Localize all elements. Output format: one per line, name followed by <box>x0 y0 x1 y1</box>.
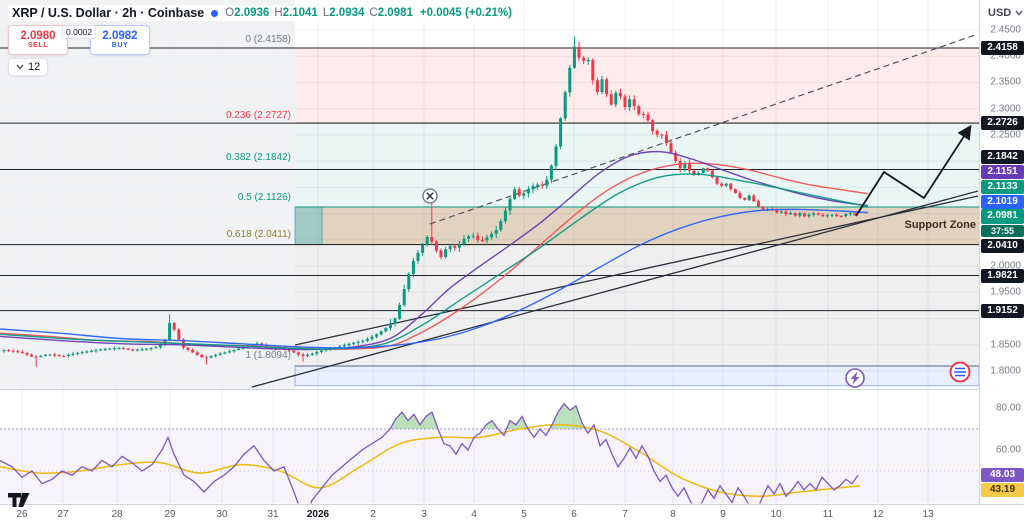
time-axis-label: 12 <box>872 509 884 520</box>
rsi-scale-tick: 80.00 <box>995 402 1021 414</box>
projection-arrow[interactable] <box>855 124 972 217</box>
price-level-label: 2.4158 <box>981 41 1024 55</box>
rsi-scale-tick: 60.00 <box>995 444 1021 456</box>
fib-level-label: 0.5 (2.1126) <box>237 192 291 203</box>
price-level-label: 2.2726 <box>981 116 1024 130</box>
fib-zones-layer <box>294 47 979 387</box>
price-scale-tick: 2.0000 <box>990 260 1021 272</box>
rsi-ma-line <box>0 424 861 497</box>
price-scale-tick: 2.3500 <box>990 76 1021 88</box>
support-zone-anchor-box <box>294 206 323 246</box>
time-axis-label: 2026 <box>306 509 330 520</box>
time-axis-label: 13 <box>922 509 934 520</box>
time-axis-label: 7 <box>622 509 628 520</box>
support-zone-label: Support Zone <box>904 219 977 231</box>
fib-level-label: 0.618 (2.0411) <box>226 229 291 240</box>
price-level-label: 2.0410 <box>981 239 1024 253</box>
symbol-title[interactable]: XRP / U.S. Dollar · 2h · Coinbase <box>12 6 205 20</box>
demand-band[interactable] <box>294 365 979 387</box>
spread-value: 0.0002 <box>62 25 96 39</box>
tradingview-logo-icon <box>8 493 30 507</box>
price-scale-tick: 2.3000 <box>990 103 1021 115</box>
price-scale-tick: 2.4500 <box>990 24 1021 36</box>
ma-blue-line[interactable] <box>0 208 869 349</box>
ohlc-values: O2.0936 H2.1041 L2.0934 C2.0981 +0.0045 … <box>225 7 512 19</box>
market-status-dot <box>211 9 219 17</box>
rsi-line <box>0 402 859 504</box>
price-scale-tick: 1.9500 <box>990 286 1021 298</box>
grid-layer <box>0 0 979 389</box>
chevron-down-icon <box>1015 10 1023 16</box>
chevron-down-icon <box>16 64 24 70</box>
time-axis-label: 31 <box>267 509 279 520</box>
fib-level-label: 0.382 (2.1842) <box>225 152 291 163</box>
rsi-pane[interactable] <box>0 390 979 524</box>
trendline[interactable] <box>251 190 979 388</box>
price-pane[interactable] <box>0 0 979 389</box>
price-scale[interactable]: 2.4500 2.4000 2.3500 2.3000 2.2500 2.0000 1.95… <box>979 0 1024 504</box>
interval-chip[interactable]: 12 <box>8 58 49 76</box>
time-axis-label: 30 <box>216 509 228 520</box>
countdown-label: 37:55 <box>981 225 1024 237</box>
time-axis-label: 3 <box>421 509 427 520</box>
currency-selector[interactable]: USD <box>981 5 1024 21</box>
lightning-badge-icon[interactable] <box>845 368 865 388</box>
buy-button[interactable]: 2.0982 BUY <box>90 25 150 55</box>
price-scale-tick: 1.8000 <box>990 365 1021 377</box>
price-level-label: 1.9821 <box>981 269 1024 283</box>
x-marker[interactable] <box>422 188 438 204</box>
time-axis-label: 26 <box>16 509 28 520</box>
time-axis-label: 6 <box>571 509 577 520</box>
dashed-trendline[interactable] <box>429 33 979 225</box>
time-axis-label: 27 <box>57 509 69 520</box>
rsi-value-label: 43.19 <box>981 483 1024 497</box>
time-axis-label: 9 <box>720 509 726 520</box>
ma-value-label: 2.1151 <box>981 165 1024 179</box>
trendline[interactable] <box>294 195 979 346</box>
price-scale-tick: 2.4000 <box>990 50 1021 62</box>
fib-level-label: 0.236 (2.2727) <box>225 110 291 121</box>
fib-level-label: 0 (2.4158) <box>245 34 291 45</box>
price-scale-tick: 2.2500 <box>990 129 1021 141</box>
price-scale-tick: 1.8500 <box>990 339 1021 351</box>
rsi-band <box>0 429 979 504</box>
change-value: +0.0045 (+0.21%) <box>419 7 512 19</box>
tradingview-logo[interactable] <box>8 492 34 513</box>
time-axis-label: 5 <box>521 509 527 520</box>
price-level-label: 1.9152 <box>981 304 1024 318</box>
time-axis-label: 28 <box>111 509 123 520</box>
last-price-label: 2.0981 <box>981 209 1024 224</box>
price-level-label: 2.1842 <box>981 150 1024 164</box>
symbol-legend: XRP / U.S. Dollar · 2h · Coinbase O2.093… <box>8 5 516 21</box>
ma-purple-line[interactable] <box>0 150 869 351</box>
buy-sell-widget: 2.0980 SELL 0.0002 2.0982 BUY <box>8 25 150 55</box>
time-axis-label: 11 <box>822 509 834 520</box>
time-axis-label: 10 <box>770 509 782 520</box>
rings-badge-icon[interactable] <box>949 361 971 383</box>
time-axis-label: 8 <box>670 509 676 520</box>
rsi-value-label: 48.03 <box>981 468 1024 482</box>
time-axis-label: 29 <box>164 509 176 520</box>
time-axis[interactable]: 26 27 28 29 30 31 2026 2 3 4 5 6 7 8 9 10 11 12 13 <box>0 504 1024 524</box>
sell-button[interactable]: 2.0980 SELL <box>8 25 68 55</box>
ma-value-label: 2.1133 <box>981 180 1024 194</box>
fib-level-label: 1 (1.8094) <box>245 350 291 361</box>
ma-green-line[interactable] <box>0 173 869 350</box>
ma-value-label: 2.1019 <box>981 195 1024 209</box>
session-shading <box>0 0 295 389</box>
time-axis-label: 4 <box>471 509 477 520</box>
time-axis-label: 2 <box>370 509 376 520</box>
